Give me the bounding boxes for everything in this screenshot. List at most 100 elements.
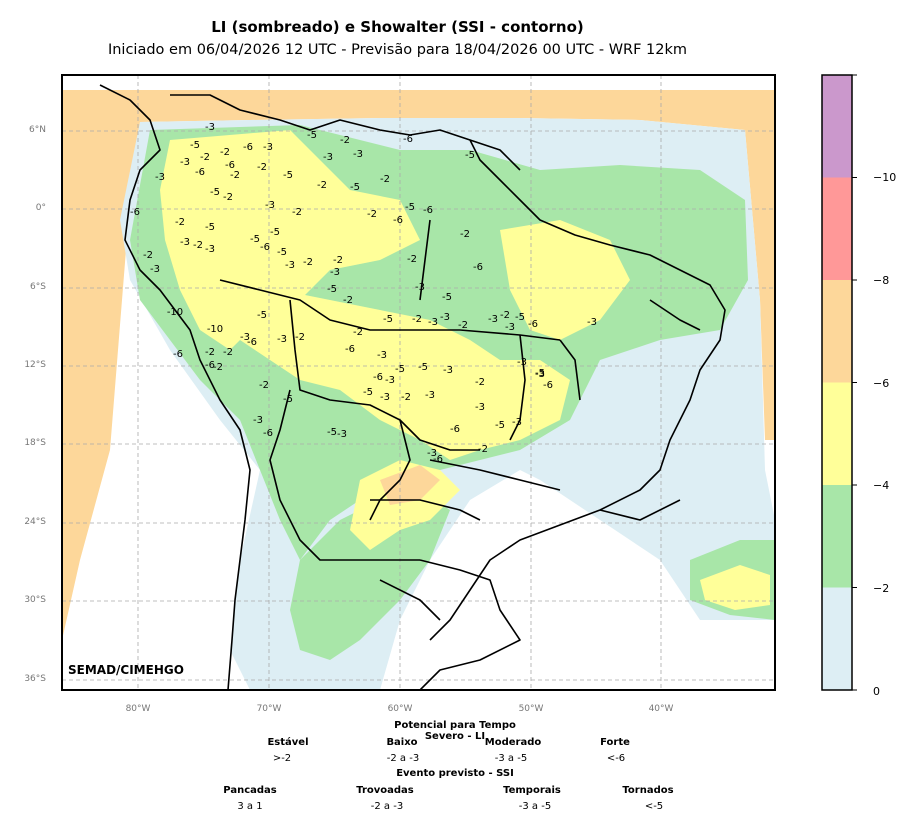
colorbar-segment: [822, 587, 852, 690]
contour-label: -2: [223, 347, 233, 358]
lon-label-40w: 40°W: [648, 704, 674, 714]
contour-label: -2: [500, 310, 510, 321]
contour-label: -2: [295, 332, 305, 343]
contour-label: -3: [155, 172, 165, 183]
contour-label: -5: [190, 140, 200, 151]
contour-label: -3: [535, 369, 545, 380]
contour-label: -5: [250, 234, 260, 245]
li-shading-green-south: [290, 490, 450, 660]
ssi-cat-trovoadas: Trovoadas: [356, 785, 414, 796]
contour-label: -3: [180, 237, 190, 248]
contour-label: -5: [210, 187, 220, 198]
lat-label-18s: 18°S: [24, 438, 46, 448]
contour-label: -2: [367, 209, 377, 220]
contour-label: -10: [207, 324, 223, 335]
li-cat-baixo: Baixo: [386, 737, 418, 748]
contour-label: -2: [475, 377, 485, 388]
contour-label: -5: [363, 387, 373, 398]
map-title: LI (sombreado) e Showalter (SSI - contor…: [211, 18, 584, 36]
contour-label: -3: [337, 429, 347, 440]
contour-label: -3: [517, 357, 527, 368]
contour-label: -2: [460, 229, 470, 240]
contour-label: -2: [292, 207, 302, 218]
contour-label: -5: [350, 182, 360, 193]
contour-label: -3: [428, 317, 438, 328]
map-subtitle: Iniciado em 06/04/2026 12 UTC - Previsão…: [107, 42, 688, 58]
contour-label: -3: [323, 152, 333, 163]
contour-label: -5: [257, 310, 267, 321]
contour-label: -3: [385, 375, 395, 386]
ssi-val-pancadas: 3 a 1: [237, 801, 263, 812]
colorbar-frame: [821, 74, 853, 691]
contour-label: -2: [213, 362, 223, 373]
boundaries: [99, 84, 726, 690]
contour-label: -5: [383, 314, 393, 325]
colorbar-segment: [822, 177, 852, 280]
contour-label: -3: [253, 415, 263, 426]
contour-label: -3: [415, 282, 425, 293]
contour-label: -5: [405, 202, 415, 213]
lat-label-12s: 12°S: [24, 360, 46, 370]
contour-label: -5: [307, 130, 317, 141]
contour-label: -2: [220, 147, 230, 158]
contour-label: -3: [205, 244, 215, 255]
contour-label: -2: [458, 320, 468, 331]
contour-label: -3: [205, 122, 215, 133]
contour-label: -3: [475, 402, 485, 413]
contour-label: -2: [257, 162, 267, 173]
li-shading-yellow-central: [220, 290, 570, 460]
map-frame: [61, 74, 776, 691]
contour-label: -2: [407, 254, 417, 265]
lat-label-6s: 6°S: [30, 282, 46, 292]
contour-label: -2: [205, 347, 215, 358]
contour-label: -5: [327, 284, 337, 295]
contour-label: -2: [412, 314, 422, 325]
contour-label: -2: [193, 240, 203, 251]
credit-label: SEMAD/CIMEHGO: [68, 663, 184, 677]
contour-label: -2: [380, 174, 390, 185]
contour-label: -3: [427, 448, 437, 459]
contour-label: -6: [243, 142, 253, 153]
contour-label: -3: [150, 264, 160, 275]
li-cat-forte: Forte: [600, 737, 630, 748]
contour-label: -5: [283, 394, 293, 405]
ssi-cat-pancadas: Pancadas: [223, 785, 277, 796]
contour-label: -5: [495, 420, 505, 431]
li-colorbar: [821, 74, 857, 691]
contour-label: -2: [478, 444, 488, 455]
contour-label: -6: [173, 349, 183, 360]
ssi-legend-title: Evento previsto - SSI: [396, 768, 514, 779]
contour-label: -6: [528, 319, 538, 330]
colorbar-segment: [822, 485, 852, 588]
li-cat-estavel: Estável: [267, 737, 309, 748]
contour-label: -3: [512, 417, 522, 428]
colorbar-segment: [822, 382, 852, 485]
contour-label: -3: [380, 392, 390, 403]
li-shading-orange-south: [380, 465, 440, 505]
contour-label: -2: [340, 135, 350, 146]
ssi-val-tornados: <-5: [644, 801, 664, 812]
ssi-cat-tornados: Tornados: [622, 785, 674, 796]
contour-label: -3: [440, 312, 450, 323]
li-val-moderado: -3 a -5: [494, 753, 528, 764]
contour-label: -6: [450, 424, 460, 435]
li-shading-yellow-ne: [500, 220, 630, 340]
ssi-val-temporais: -3 a -5: [518, 801, 552, 812]
contour-label: -2: [143, 250, 153, 261]
contour-label: -2: [230, 170, 240, 181]
contour-label: -2: [259, 380, 269, 391]
contour-label: -6: [393, 215, 403, 226]
contour-label: -6: [403, 134, 413, 145]
contour-label: -6: [543, 380, 553, 391]
contour-label: -5: [270, 227, 280, 238]
li-shading-yellow-se: [700, 565, 770, 610]
graticule: [62, 75, 775, 690]
contour-label: -3: [263, 142, 273, 153]
contour-label: -5: [277, 247, 287, 258]
map-area: [62, 75, 775, 690]
lat-label-24s: 24°S: [24, 517, 46, 527]
contour-label: -3: [443, 365, 453, 376]
contour-label: -3: [488, 314, 498, 325]
contour-label: -3: [425, 390, 435, 401]
contour-label: -10: [167, 307, 183, 318]
